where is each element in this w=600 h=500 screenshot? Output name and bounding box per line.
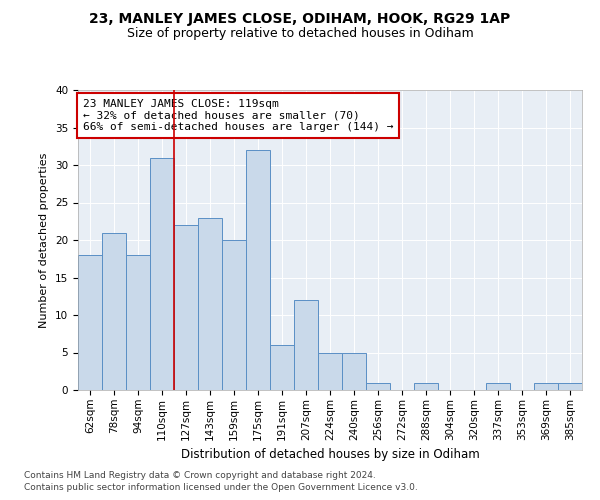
Bar (126, 255, 150, 390)
Bar (198, 218, 222, 390)
Bar (102, 232, 126, 390)
Bar (222, 240, 246, 390)
Bar (414, 382, 438, 390)
Text: Contains public sector information licensed under the Open Government Licence v3: Contains public sector information licen… (24, 484, 418, 492)
Text: 23 MANLEY JAMES CLOSE: 119sqm
← 32% of detached houses are smaller (70)
66% of s: 23 MANLEY JAMES CLOSE: 119sqm ← 32% of d… (83, 99, 394, 132)
Text: Size of property relative to detached houses in Odiham: Size of property relative to detached ho… (127, 28, 473, 40)
Bar (342, 352, 366, 390)
Bar (366, 382, 390, 390)
Bar (486, 382, 510, 390)
Bar (270, 345, 294, 390)
Bar (558, 382, 582, 390)
Bar (318, 352, 342, 390)
Bar (78, 255, 102, 390)
Text: Contains HM Land Registry data © Crown copyright and database right 2024.: Contains HM Land Registry data © Crown c… (24, 471, 376, 480)
Bar (294, 300, 318, 390)
Y-axis label: Number of detached properties: Number of detached properties (40, 152, 49, 328)
Bar (246, 150, 270, 390)
Bar (174, 225, 198, 390)
Text: 23, MANLEY JAMES CLOSE, ODIHAM, HOOK, RG29 1AP: 23, MANLEY JAMES CLOSE, ODIHAM, HOOK, RG… (89, 12, 511, 26)
Bar (534, 382, 558, 390)
X-axis label: Distribution of detached houses by size in Odiham: Distribution of detached houses by size … (181, 448, 479, 461)
Bar (150, 158, 174, 390)
